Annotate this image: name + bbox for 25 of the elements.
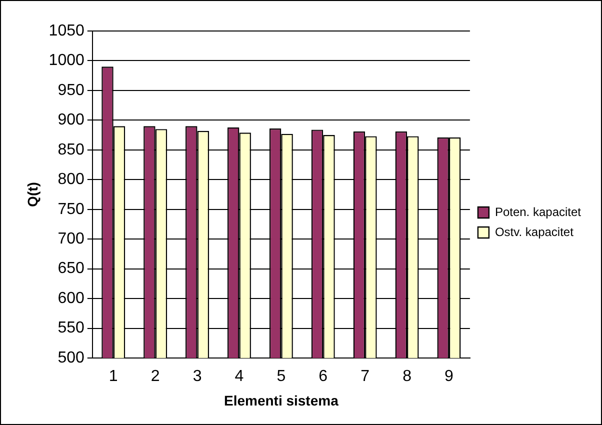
y-tick-label: 850: [58, 141, 84, 158]
y-tick-label: 500: [58, 349, 84, 366]
y-tick-label: 600: [58, 290, 84, 307]
y-tick-label: 1000: [48, 52, 84, 70]
x-tick-label: 5: [276, 368, 286, 386]
y-tick-label: 550: [58, 320, 84, 337]
x-tick-label: 1: [108, 368, 118, 386]
x-tick-label: 9: [444, 368, 454, 386]
x-tick-label: 4: [234, 368, 244, 386]
y-tick-label: 800: [58, 171, 84, 188]
y-tick-label: 1050: [48, 22, 84, 40]
x-axis-title: Elementi sistema: [224, 392, 339, 408]
legend-label: Ostv. kapacitet: [494, 224, 574, 239]
y-axis-title: Q(t): [24, 182, 40, 207]
x-tick-label: 3: [192, 368, 202, 386]
y-tick-label: 750: [58, 200, 84, 218]
y-tick-label: 650: [58, 260, 84, 278]
y-tick-label: 700: [58, 230, 84, 248]
y-tick-label: 900: [58, 112, 84, 129]
legend-label: Poten. kapacitet: [494, 204, 582, 219]
x-tick-label: 2: [150, 368, 160, 386]
x-tick-label: 7: [360, 368, 370, 386]
y-tick-label: 950: [58, 82, 84, 99]
x-tick-label: 6: [318, 368, 328, 386]
x-tick-label: 8: [402, 368, 412, 386]
